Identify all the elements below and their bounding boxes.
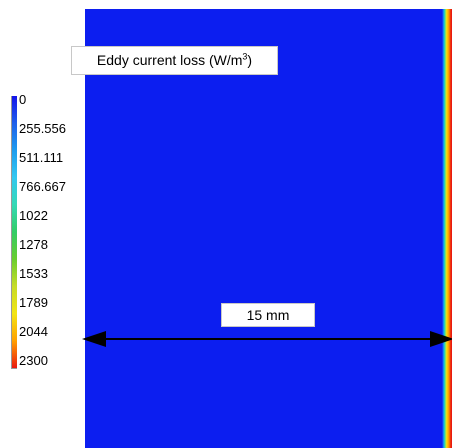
legend-label: 2300	[19, 353, 48, 368]
legend-label: 1022	[19, 208, 48, 223]
plot-title: Eddy current loss (W/m3)	[71, 46, 278, 75]
legend-label: 511.111	[19, 150, 64, 165]
plot-title-text: Eddy current loss (W/m	[96, 52, 243, 68]
legend-label: 1533	[19, 266, 48, 281]
plot-title-close: )	[247, 52, 253, 68]
legend-label: 255.556	[19, 121, 66, 136]
legend-label: 2044	[19, 324, 48, 339]
surface-loss-gradient-strip	[442, 9, 452, 448]
left-arrowhead-icon	[82, 331, 106, 347]
right-arrowhead-icon	[430, 331, 452, 347]
legend-label: 1789	[19, 295, 48, 310]
legend-label: 0	[19, 92, 27, 107]
legend-labels: 0 255.556 511.111 766.667 1022 1278 1533…	[17, 92, 81, 372]
legend-label: 1278	[19, 237, 48, 252]
legend-label: 766.667	[19, 179, 66, 194]
plot-title-superscript: 3	[242, 51, 248, 62]
eddy-current-field-plot	[85, 9, 452, 448]
dimension-label: 15 mm	[221, 303, 315, 327]
